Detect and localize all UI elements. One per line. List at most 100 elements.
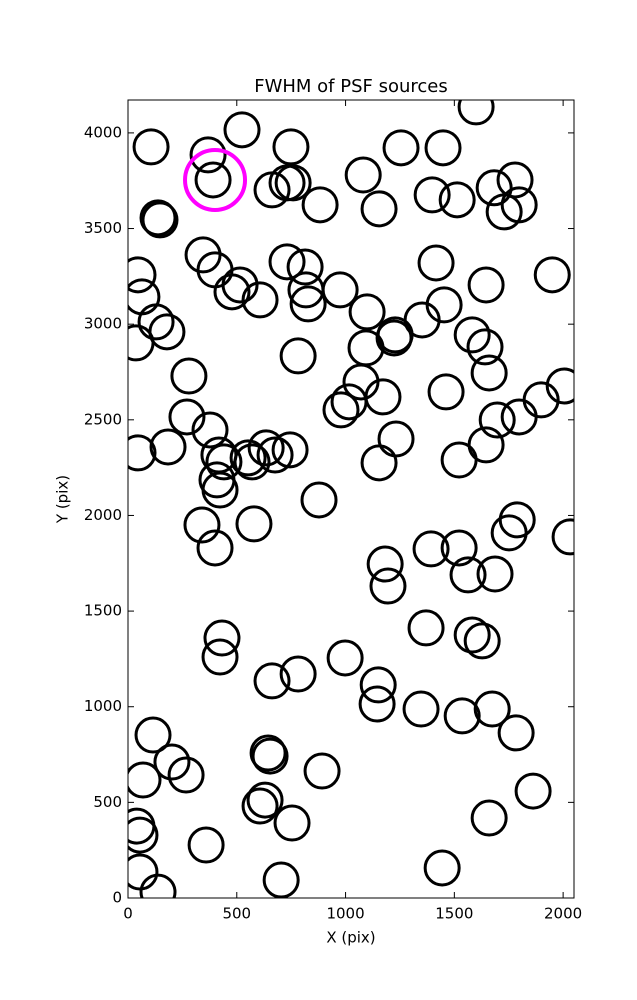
source-marker xyxy=(457,100,495,126)
source-marker xyxy=(189,136,227,174)
source-marker xyxy=(303,752,341,790)
source-marker xyxy=(223,111,261,149)
source-marker xyxy=(233,443,271,481)
source-marker xyxy=(382,129,420,167)
y-tick-label: 1500 xyxy=(84,602,122,620)
x-tick-label: 2000 xyxy=(544,905,582,923)
source-marker xyxy=(286,248,324,286)
source-marker xyxy=(128,761,162,799)
y-tick-label: 3000 xyxy=(84,315,122,333)
source-marker xyxy=(551,518,574,556)
source-marker xyxy=(478,401,516,439)
source-marker xyxy=(201,471,239,509)
y-tick-label: 1000 xyxy=(84,697,122,715)
source-marker xyxy=(247,429,285,467)
source-marker xyxy=(440,441,478,479)
source-marker xyxy=(132,128,170,166)
source-marker xyxy=(443,697,481,735)
source-marker xyxy=(427,373,465,411)
y-tick-label: 500 xyxy=(93,793,122,811)
source-marker xyxy=(134,716,172,754)
source-marker xyxy=(463,622,501,660)
source-marker xyxy=(330,383,368,421)
source-marker xyxy=(196,529,234,567)
source-marker xyxy=(271,431,309,469)
source-marker xyxy=(466,328,504,366)
source-marker xyxy=(279,337,317,375)
source-marker xyxy=(360,190,398,228)
y-axis-label: Y (pix) xyxy=(54,475,72,524)
source-marker xyxy=(402,690,440,728)
source-marker xyxy=(496,161,534,199)
source-marker xyxy=(235,505,273,543)
source-marker xyxy=(221,266,259,304)
source-marker xyxy=(360,444,398,482)
source-marker xyxy=(149,428,187,466)
source-marker xyxy=(475,169,513,207)
source-marker xyxy=(358,685,396,723)
source-marker xyxy=(425,286,463,324)
source-marker xyxy=(201,638,239,676)
source-marker xyxy=(203,619,241,657)
source-marker xyxy=(412,530,450,568)
source-marker xyxy=(348,293,386,331)
source-marker xyxy=(241,281,279,319)
source-marker xyxy=(453,616,491,654)
source-marker xyxy=(128,434,157,472)
source-marker xyxy=(514,772,552,810)
x-tick-label: 0 xyxy=(123,905,133,923)
source-marker xyxy=(533,256,571,294)
source-marker xyxy=(168,398,206,436)
source-marker xyxy=(289,285,327,323)
source-marker xyxy=(128,816,159,854)
source-marker xyxy=(500,186,538,224)
source-marker xyxy=(344,156,382,194)
source-marker xyxy=(170,357,208,395)
source-marker xyxy=(476,555,514,593)
y-tick-label: 4000 xyxy=(84,123,122,141)
source-marker xyxy=(241,787,279,825)
source-marker xyxy=(229,439,267,477)
source-marker xyxy=(167,756,205,794)
source-marker xyxy=(413,176,451,214)
x-axis-label: X (pix) xyxy=(326,929,375,947)
source-marker xyxy=(545,367,574,405)
source-marker xyxy=(359,666,397,704)
source-marker xyxy=(440,529,478,567)
source-marker xyxy=(262,861,300,898)
source-marker xyxy=(272,128,310,166)
source-marker xyxy=(246,781,284,819)
source-marker xyxy=(183,147,248,212)
source-marker xyxy=(417,244,455,282)
source-marker xyxy=(141,201,179,239)
source-marker xyxy=(438,181,476,219)
source-marker xyxy=(256,436,294,474)
source-marker xyxy=(183,506,221,544)
source-marker xyxy=(137,303,175,341)
source-marker xyxy=(423,849,461,887)
source-marker xyxy=(128,324,155,362)
source-marker xyxy=(274,164,312,202)
source-marker xyxy=(375,319,413,357)
source-marker xyxy=(366,545,404,583)
source-marker xyxy=(187,826,225,864)
source-marker xyxy=(453,316,491,354)
source-marker xyxy=(322,391,360,429)
source-marker xyxy=(497,714,535,752)
source-marker xyxy=(473,690,511,728)
source-marker xyxy=(326,639,364,677)
source-marker xyxy=(153,743,191,781)
source-marker xyxy=(449,556,487,594)
source-marker xyxy=(321,271,359,309)
source-marker xyxy=(128,256,157,294)
x-tick-label: 500 xyxy=(222,905,251,923)
y-tick-label: 2500 xyxy=(84,410,122,428)
source-marker xyxy=(191,411,229,449)
y-tick-label: 0 xyxy=(112,889,122,907)
source-marker xyxy=(470,354,508,392)
x-tick-label: 1500 xyxy=(435,905,473,923)
source-marker xyxy=(500,398,538,436)
source-marker xyxy=(424,129,462,167)
